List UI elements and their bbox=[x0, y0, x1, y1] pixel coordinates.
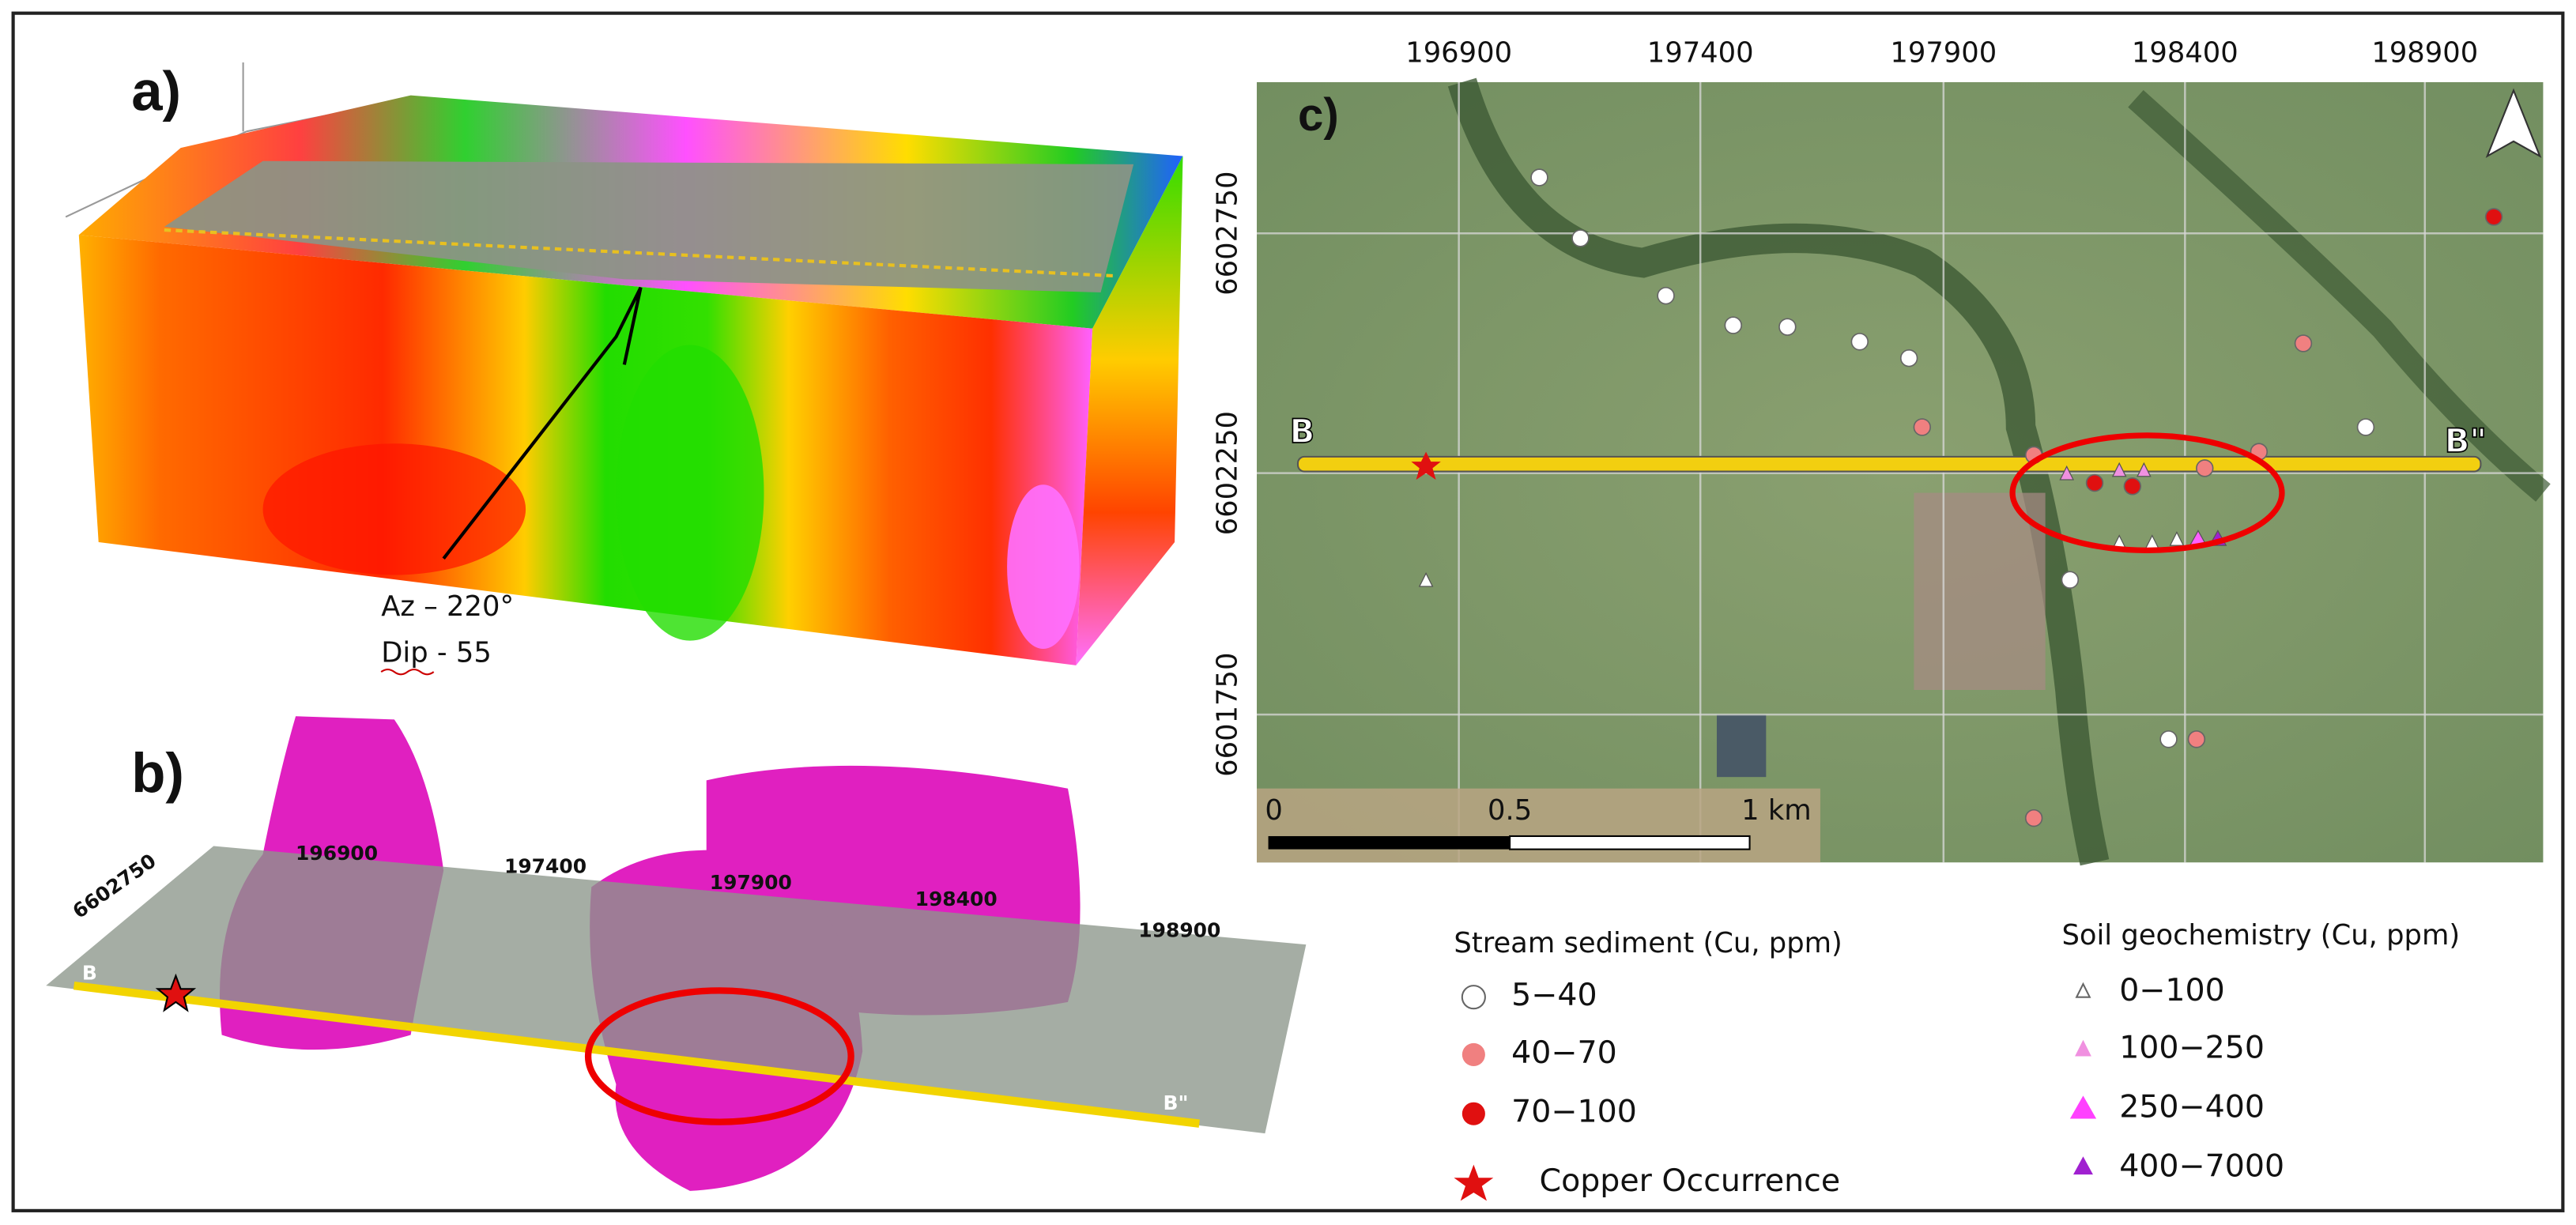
satellite-plane bbox=[46, 846, 1307, 1134]
x-label: 197900 bbox=[1890, 37, 1997, 70]
stream-samples bbox=[1530, 168, 2503, 827]
x-label: 196900 bbox=[1405, 37, 1512, 70]
profile-line bbox=[73, 981, 1200, 1128]
x-label: 197900 bbox=[710, 871, 792, 894]
stream-samples bbox=[2024, 808, 2043, 827]
stream-samples bbox=[1530, 168, 1548, 187]
stream-samples bbox=[2085, 473, 2104, 492]
legend-symbol bbox=[2075, 1039, 2091, 1057]
stream-samples bbox=[2061, 571, 2080, 589]
legend-item: 5−40 bbox=[1511, 977, 1597, 1013]
legend-title: Soil geochemistry (Cu, ppm) bbox=[2061, 919, 2460, 952]
x-label: 198400 bbox=[2132, 37, 2238, 70]
stream-samples bbox=[2123, 477, 2142, 496]
panel-label: a) bbox=[131, 59, 181, 122]
annotation: Az – 220° bbox=[381, 590, 514, 623]
copper-star bbox=[155, 973, 197, 1012]
panel-label: c) bbox=[1298, 89, 1339, 141]
stream-samples bbox=[2187, 730, 2206, 748]
stream-samples bbox=[1657, 286, 1675, 305]
legend-symbol bbox=[2072, 1156, 2093, 1175]
scale-label: 0.5 bbox=[1488, 794, 1532, 827]
panel-b: b) 6602750 196900 197400 197900 198400 1… bbox=[46, 716, 1307, 1191]
legend-item: 400−7000 bbox=[2119, 1148, 2284, 1184]
line-label: B bbox=[1290, 412, 1315, 450]
legend-item: 0−100 bbox=[2119, 972, 2225, 1008]
field bbox=[1914, 492, 2046, 690]
stream-samples bbox=[1899, 349, 1918, 368]
x-label: 197400 bbox=[1647, 37, 1754, 70]
highlight-ellipse bbox=[2009, 432, 2285, 553]
satellite-strip bbox=[164, 160, 1134, 293]
river bbox=[1447, 77, 2110, 866]
scale-bar-background bbox=[1257, 788, 1820, 863]
figure-border bbox=[11, 11, 2565, 1212]
anomaly bbox=[262, 443, 526, 575]
panel-label: b) bbox=[131, 741, 184, 804]
legend-symbol bbox=[2069, 1095, 2097, 1119]
stream-samples bbox=[2484, 208, 2503, 226]
stream-samples bbox=[2356, 418, 2375, 436]
pond bbox=[1716, 714, 1767, 778]
highlight-ellipse bbox=[584, 987, 854, 1125]
soil-samples bbox=[2137, 462, 2152, 477]
x-label: 197400 bbox=[504, 854, 586, 877]
stream-samples bbox=[2159, 730, 2178, 748]
copper-star bbox=[1411, 451, 1441, 480]
y-label: 6601750 bbox=[1212, 653, 1244, 777]
scale-bar bbox=[1509, 835, 1751, 850]
line-label: B bbox=[82, 962, 97, 985]
scale-bar bbox=[1268, 835, 1511, 850]
side-face bbox=[1076, 156, 1183, 665]
x-label: 198400 bbox=[915, 888, 998, 910]
x-label: 198900 bbox=[1138, 919, 1220, 942]
stream-samples bbox=[2196, 459, 2214, 477]
panel-a: a) Az – 220° Dip - 55 bbox=[65, 59, 1183, 676]
soil-samples bbox=[1418, 572, 1434, 587]
legend-symbol bbox=[1454, 1164, 1494, 1201]
profile-line bbox=[1296, 455, 2482, 473]
soil-samples bbox=[2169, 531, 2185, 546]
legend-item: 40−70 bbox=[1511, 1035, 1617, 1071]
line-label: B" bbox=[1164, 1091, 1189, 1114]
anomaly bbox=[616, 345, 764, 641]
annotation: Dip - 55 bbox=[381, 636, 492, 669]
stream-samples bbox=[1913, 418, 1932, 436]
legend-item: 100−250 bbox=[2119, 1030, 2265, 1066]
line-label: B" bbox=[2445, 421, 2487, 460]
scale-label: 1 km bbox=[1741, 794, 1812, 827]
x-label: 198900 bbox=[2371, 37, 2478, 70]
legend-item: Copper Occurrence bbox=[1540, 1163, 1841, 1199]
soil-samples bbox=[2059, 465, 2075, 481]
legend-symbol bbox=[2075, 982, 2091, 998]
spell-underline bbox=[380, 668, 435, 676]
legend-title: Stream sediment (Cu, ppm) bbox=[1454, 927, 1842, 959]
stream-samples bbox=[2294, 334, 2313, 352]
x-label: 196900 bbox=[296, 842, 378, 865]
stream-samples bbox=[1778, 318, 1797, 336]
stream-samples bbox=[1724, 316, 1742, 334]
north-arrow bbox=[2485, 88, 2542, 158]
anomaly bbox=[1007, 484, 1080, 650]
y-label: 6602250 bbox=[1212, 411, 1244, 535]
soil-samples bbox=[2111, 462, 2127, 477]
y-label: 6602750 bbox=[1212, 172, 1244, 296]
river bbox=[2128, 89, 2551, 502]
legend-item: 250−400 bbox=[2119, 1089, 2265, 1125]
drill-trace bbox=[442, 286, 643, 560]
legend-symbol bbox=[1461, 1042, 1485, 1066]
legend-symbol bbox=[1461, 985, 1486, 1010]
legend-item: 70−100 bbox=[1511, 1094, 1637, 1130]
profile-line bbox=[164, 228, 1118, 278]
scale-label: 0 bbox=[1265, 794, 1282, 827]
legend: Stream sediment (Cu, ppm) 5−40 40−70 70−… bbox=[1454, 919, 2460, 1201]
stream-samples bbox=[1571, 229, 1590, 247]
stream-samples bbox=[1850, 333, 1869, 351]
panel-c: 0 0.5 1 km c) 196900 197400 197900 19840… bbox=[1212, 37, 2551, 866]
legend-symbol bbox=[1461, 1102, 1485, 1125]
